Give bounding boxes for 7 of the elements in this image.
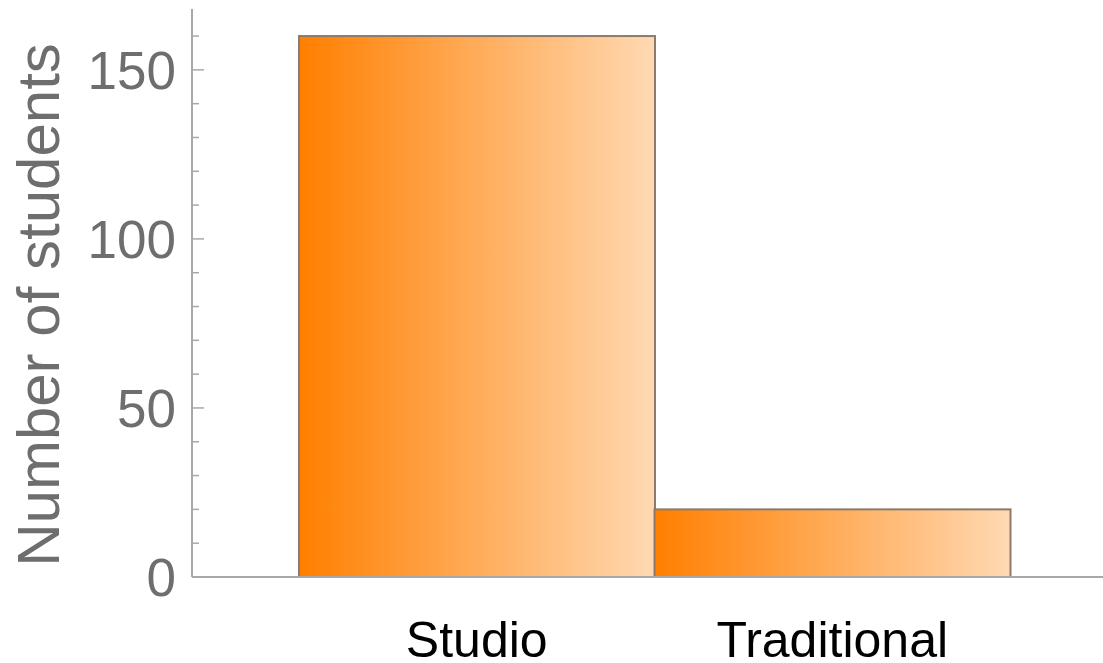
x-tick-label: Traditional [716,611,949,663]
x-tick-label: Studio [405,611,548,663]
y-tick-label: 150 [87,40,176,100]
y-tick-label: 100 [87,209,176,269]
y-tick-label: 0 [146,548,176,608]
y-tick-label: 50 [117,379,176,439]
y-axis-title: Number of students [4,43,72,567]
